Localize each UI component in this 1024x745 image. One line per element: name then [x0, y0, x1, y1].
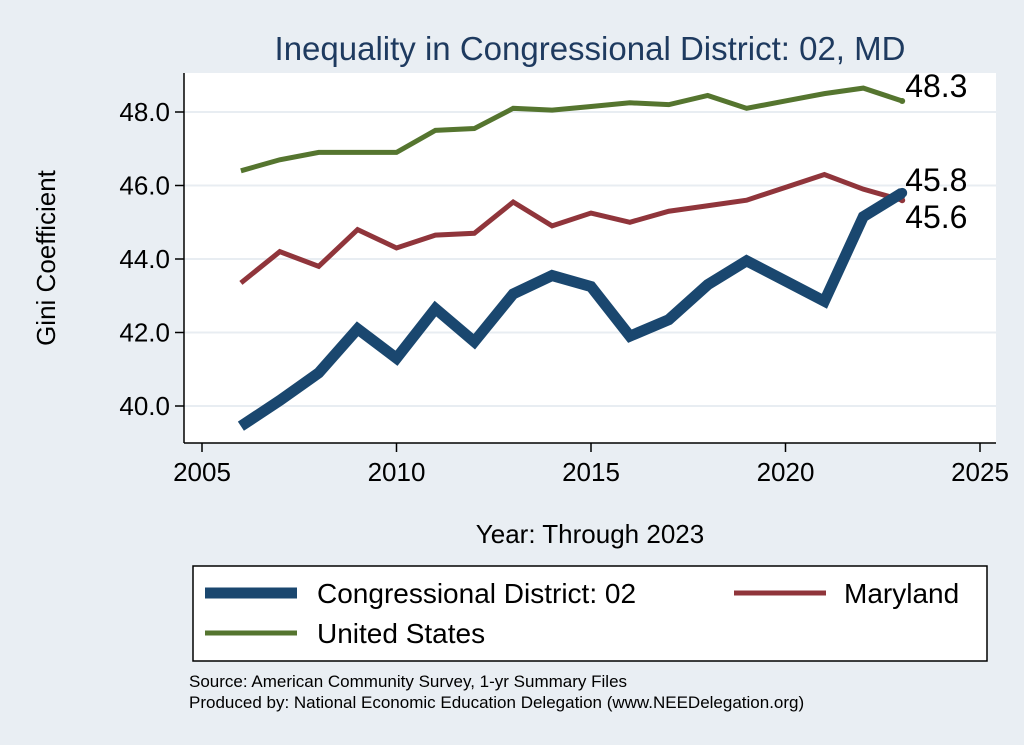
- source-line-2: Produced by: National Economic Education…: [189, 693, 804, 712]
- end-value-label-0: 45.8: [905, 162, 967, 198]
- series-end-point-0: [897, 187, 908, 198]
- end-labels: 45.845.6 48.3: [905, 68, 967, 235]
- series-line-0: [237, 188, 906, 431]
- x-tick-label: 2005: [173, 457, 231, 487]
- x-axis-title: Year: Through 2023: [476, 519, 704, 549]
- legend-box: [192, 565, 988, 662]
- end-value-label-2: 48.3: [905, 68, 967, 104]
- y-tick-label: 46.0: [119, 171, 170, 201]
- series-end-point-2: [899, 97, 906, 104]
- legend-label-2: United States: [317, 618, 485, 649]
- end-value-label-1: 45.6: [905, 199, 967, 235]
- x-tick-label: 2010: [368, 457, 426, 487]
- x-tick-label: 2020: [757, 457, 815, 487]
- series-layer: [237, 85, 908, 431]
- source-line-1: Source: American Community Survey, 1-yr …: [189, 672, 627, 691]
- x-tick-label: 2015: [562, 457, 620, 487]
- series-line-2: [240, 85, 903, 174]
- legend-label-0: Congressional District: 02: [317, 578, 636, 609]
- y-axis-title: Gini Coefficient: [31, 169, 61, 346]
- legend: Congressional District: 02 Maryland United…: [205, 578, 959, 649]
- axes: 40.0 42.0 44.0 46.0 48.0 2005 2010 2015 2020 2025: [119, 73, 1009, 487]
- chart-title: Inequality in Congressional District: 02…: [275, 30, 906, 67]
- grid-lines: [184, 111, 996, 407]
- y-tick-label: 42.0: [119, 318, 170, 348]
- y-tick-label: 44.0: [119, 244, 170, 274]
- legend-label-1: Maryland: [844, 578, 959, 609]
- x-tick-label: 2025: [951, 457, 1009, 487]
- y-tick-label: 48.0: [119, 97, 170, 127]
- series-line-1: [239, 171, 903, 285]
- y-tick-label: 40.0: [119, 391, 170, 421]
